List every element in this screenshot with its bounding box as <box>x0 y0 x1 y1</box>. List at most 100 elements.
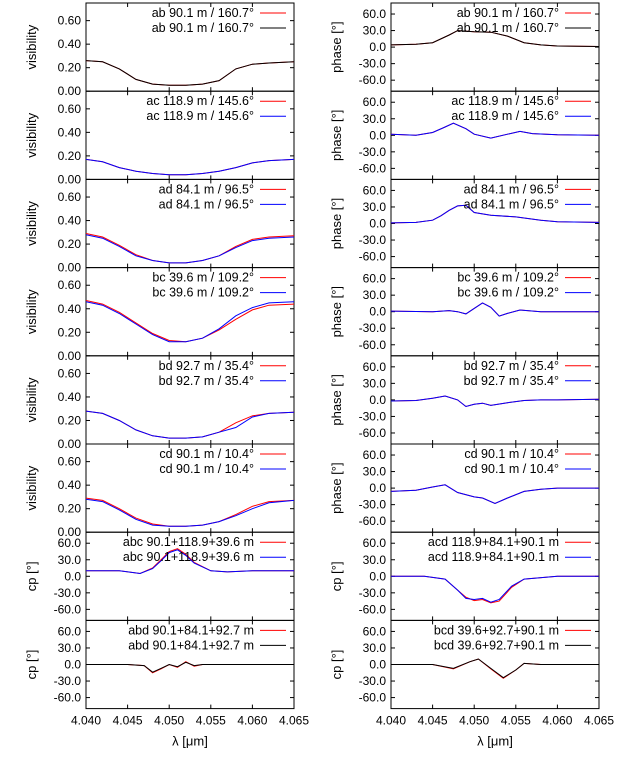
y-axis-label: visibility <box>24 377 39 422</box>
legend-label: ac 118.9 m / 145.6° <box>146 109 254 123</box>
legend-label: ad 84.1 m / 96.5° <box>464 182 559 196</box>
legend-label: bc 39.6 m / 109.2° <box>457 286 559 300</box>
x-tick-label: 4.060 <box>237 714 267 728</box>
y-axis-label: phase [°] <box>329 110 344 161</box>
y-tick-label: 0.20 <box>58 325 82 339</box>
y-tick-label: 60.0 <box>363 183 387 197</box>
y-tick-label: 30.0 <box>363 376 387 390</box>
legend-label: bc 39.6 m / 109.2° <box>457 271 559 285</box>
y-tick-label: 0.40 <box>58 390 82 404</box>
y-axis-label: visibility <box>24 289 39 334</box>
series-line-1 <box>86 300 294 343</box>
y-tick-label: 0.0 <box>64 658 81 672</box>
y-tick-label: -30.0 <box>54 586 82 600</box>
y-tick-label: 0.00 <box>58 437 82 451</box>
legend-label: ad 84.1 m / 96.5° <box>159 197 254 211</box>
y-tick-label: 0.0 <box>64 569 81 583</box>
series-line-1 <box>391 575 599 604</box>
y-axis-label: phase [°] <box>329 21 344 72</box>
y-tick-label: 0.0 <box>369 128 386 142</box>
legend-label: bc 39.6 m / 109.2° <box>152 286 254 300</box>
series-line-1 <box>86 497 294 527</box>
x-tick-label: 4.055 <box>196 714 226 728</box>
x-axis-label: λ [μm] <box>477 734 513 749</box>
legend-label: bd 92.7 m / 35.4° <box>159 374 254 388</box>
panel-1: 0.00 0.20 0.40 0.60 visibility ab 90.1 m / 16… <box>24 2 295 98</box>
x-tick-label: 4.050 <box>459 714 489 728</box>
legend-label: acd 118.9+84.1+90.1 m <box>428 535 559 549</box>
y-tick-label: 60.0 <box>363 536 387 550</box>
y-tick-label: 0.40 <box>58 37 82 51</box>
legend-label: ad 84.1 m / 96.5° <box>464 197 559 211</box>
y-tick-label: 0.0 <box>369 217 386 231</box>
y-tick-label: -60.0 <box>359 73 387 87</box>
panel-6: 60.0 30.0 0.0 -30.0 -60.0 phase [°] ad 84.1 m … <box>329 178 600 269</box>
series-line-2 <box>86 301 294 343</box>
y-tick-label: 30.0 <box>363 200 387 214</box>
x-tick-label: 4.050 <box>154 714 184 728</box>
legend-label: ac 118.9 m / 145.6° <box>451 109 559 123</box>
y-tick-label: 30.0 <box>363 288 387 302</box>
y-tick-label: 0.00 <box>58 525 82 539</box>
legend-label: bcd 39.6+92.7+90.1 m <box>434 638 559 652</box>
series-line-1 <box>86 60 294 86</box>
y-tick-label: 30.0 <box>363 112 387 126</box>
legend-label: bd 92.7 m / 35.4° <box>464 374 559 388</box>
y-tick-label: 0.20 <box>58 61 82 75</box>
y-tick-label: -30.0 <box>359 57 387 71</box>
legend-label: abc 90.1+118.9+39.6 m <box>123 535 254 549</box>
series-line-1 <box>391 658 599 679</box>
y-tick-label: -30.0 <box>359 498 387 512</box>
series-line-2 <box>391 302 599 317</box>
y-tick-label: 30.0 <box>363 24 387 38</box>
y-tick-label: 60.0 <box>363 272 387 286</box>
y-tick-label: 30.0 <box>363 641 387 655</box>
y-tick-label: 0.20 <box>58 237 82 251</box>
y-tick-label: -60.0 <box>54 602 82 616</box>
panel-3: 0.00 0.20 0.40 0.60 visibility ac 118.9 m / 1… <box>24 90 295 186</box>
series-line-2 <box>86 60 294 86</box>
y-tick-label: 30.0 <box>363 553 387 567</box>
series-line-2 <box>391 122 599 139</box>
x-tick-label: 4.040 <box>71 714 101 728</box>
y-axis-label: visibility <box>24 465 39 510</box>
y-tick-label: 0.00 <box>58 349 82 363</box>
y-tick-label: 0.40 <box>58 214 82 228</box>
y-tick-label: -60.0 <box>359 161 387 175</box>
y-tick-label: -30.0 <box>359 233 387 247</box>
y-tick-label: 60.0 <box>363 95 387 109</box>
y-axis-label: phase [°] <box>329 198 344 249</box>
panel-10: 60.0 30.0 0.0 -30.0 -60.0 phase [°] bd 92.7 m … <box>329 355 600 445</box>
y-tick-label: 0.40 <box>58 478 82 492</box>
panel-13: 60.0 30.0 0.0 -30.0 -60.0 cp [°] abc 90.1+118.… <box>24 531 295 621</box>
legend-label: cd 90.1 m / 10.4° <box>159 447 254 461</box>
y-tick-label: 60.0 <box>363 7 387 21</box>
y-tick-label: -60.0 <box>359 514 387 528</box>
series-line-2 <box>86 498 294 527</box>
legend-label: bcd 39.6+92.7+90.1 m <box>434 623 559 637</box>
y-tick-label: 60.0 <box>58 536 82 550</box>
panel-7: 0.00 0.20 0.40 0.60 visibility bc 39.6 m / 10… <box>24 267 295 363</box>
y-tick-label: -60.0 <box>359 691 387 705</box>
x-tick-label: 4.065 <box>279 714 309 728</box>
y-tick-label: -30.0 <box>359 409 387 423</box>
y-tick-label: 0.40 <box>58 302 82 316</box>
x-tick-label: 4.060 <box>542 714 572 728</box>
series-line-2 <box>391 484 599 505</box>
y-tick-label: 0.00 <box>58 84 82 98</box>
panel-4: 60.0 30.0 0.0 -30.0 -60.0 phase [°] ac 118.9 m… <box>329 90 600 180</box>
series-line-2 <box>391 204 599 224</box>
y-tick-label: 60.0 <box>363 448 387 462</box>
legend-label: bd 92.7 m / 35.4° <box>464 359 559 373</box>
series-line-2 <box>86 410 294 439</box>
series-line-2 <box>86 158 294 176</box>
panel-15: 60.0 30.0 0.0 -30.0 -60.0 cp [°] abd 90.1+84.1… <box>24 619 309 749</box>
series-line-1 <box>391 302 599 317</box>
panel-9: 0.00 0.20 0.40 0.60 visibility bd 92.7 m / 35… <box>24 355 295 451</box>
series-line-2 <box>391 30 599 47</box>
x-axis-label: λ [μm] <box>172 734 208 749</box>
legend-label: acd 118.9+84.1+90.1 m <box>428 550 559 564</box>
legend-label: abc 90.1+118.9+39.6 m <box>123 550 254 564</box>
y-tick-label: 0.60 <box>58 14 82 28</box>
